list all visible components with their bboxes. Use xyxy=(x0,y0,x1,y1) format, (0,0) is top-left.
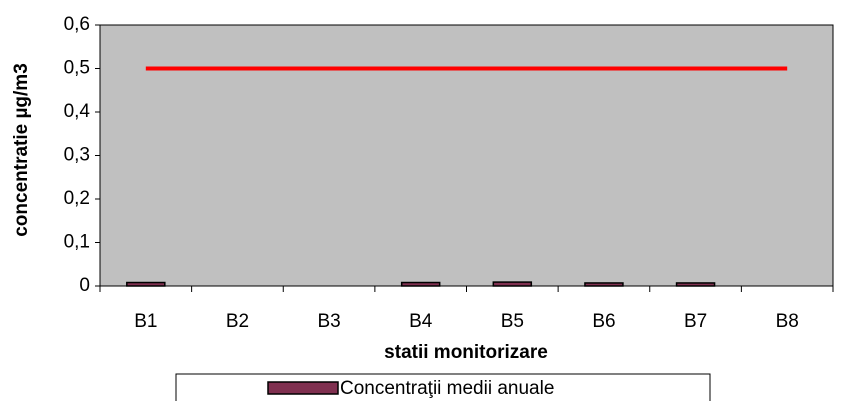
legend-swatch xyxy=(267,381,339,395)
y-tick-label: 0,1 xyxy=(64,232,90,253)
bar xyxy=(126,281,166,287)
x-tick-label: B4 xyxy=(409,311,433,332)
x-tick-label: B8 xyxy=(776,311,799,332)
y-tick-label: 0,4 xyxy=(64,101,91,122)
x-tick-label: B3 xyxy=(317,311,340,332)
x-tick-label: B6 xyxy=(592,311,615,332)
x-axis-title: statii monitorizare xyxy=(384,342,548,363)
x-tick-label: B1 xyxy=(134,311,157,332)
bar xyxy=(675,282,716,287)
bar xyxy=(492,281,533,287)
x-tick-label: B7 xyxy=(684,311,707,332)
y-tick-label: 0,5 xyxy=(64,58,90,79)
bar xyxy=(584,282,624,287)
y-tick-label: 0,6 xyxy=(64,14,90,35)
legend-label: Concentraţii medii anuale xyxy=(340,378,554,399)
legend xyxy=(175,373,711,401)
y-tick-label: 0,2 xyxy=(64,188,90,209)
y-axis-title: concentratie µg/m3 xyxy=(11,63,32,237)
bar xyxy=(400,281,441,287)
y-tick-label: 0,3 xyxy=(64,145,90,166)
x-tick-label: B2 xyxy=(226,311,249,332)
x-tick-label: B5 xyxy=(501,311,524,332)
plot-area xyxy=(99,24,834,287)
y-tick-label: 0 xyxy=(79,275,90,296)
